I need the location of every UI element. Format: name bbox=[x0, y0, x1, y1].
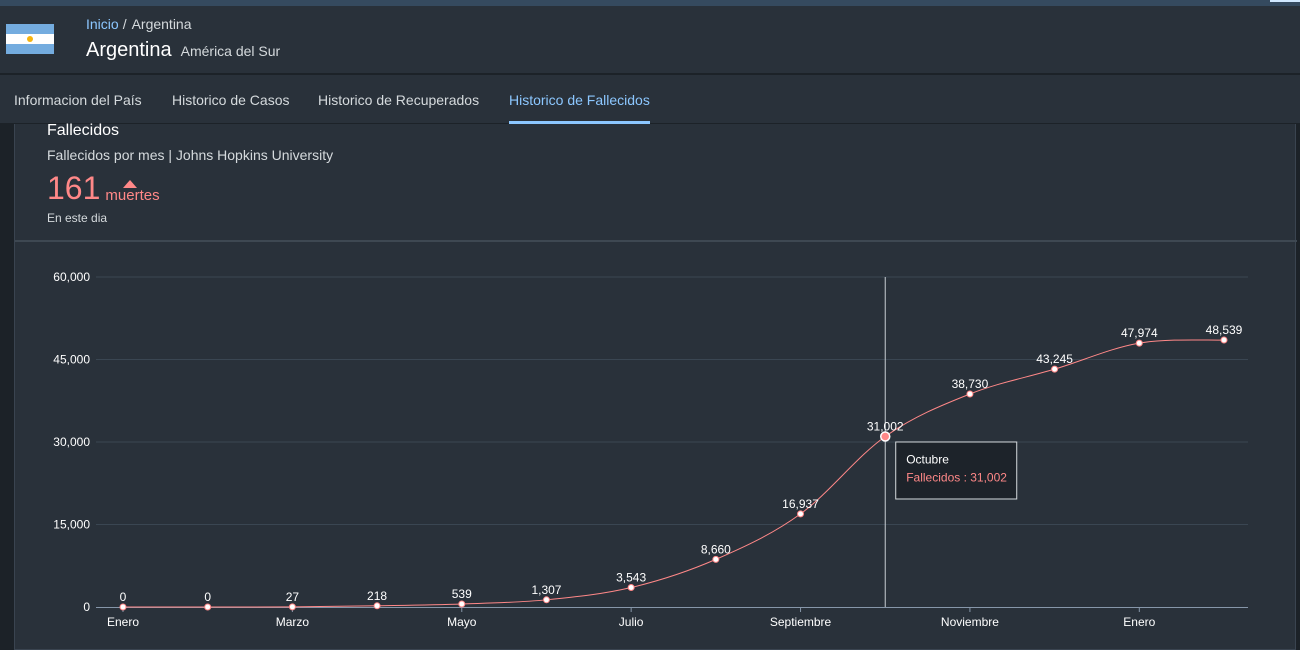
data-point[interactable] bbox=[712, 555, 720, 563]
x-tick-label: Marzo bbox=[276, 615, 310, 629]
x-tick-label: Noviembre bbox=[941, 615, 999, 629]
kpi-caption: En este dia bbox=[47, 211, 108, 225]
data-label: 8,660 bbox=[701, 542, 731, 556]
data-point[interactable] bbox=[879, 431, 891, 442]
tooltip-title: Octubre bbox=[906, 452, 949, 466]
data-point[interactable] bbox=[542, 596, 550, 604]
tooltip-value: Fallecidos : 31,002 bbox=[906, 470, 1007, 484]
tab-informacion-del-pais[interactable]: Informacion del País bbox=[14, 92, 142, 108]
title-row: Argentina América del Sur bbox=[86, 39, 280, 62]
kpi-unit: muertes bbox=[105, 187, 160, 204]
data-label: 43,245 bbox=[1036, 352, 1073, 366]
deaths-card: Fallecidos Fallecidos por mes | Johns Ho… bbox=[14, 122, 1297, 650]
x-tick-label: Enero bbox=[107, 615, 139, 629]
x-tick-label: Mayo bbox=[447, 615, 477, 629]
y-tick-label: 15,000 bbox=[53, 518, 90, 532]
breadcrumb-separator: / bbox=[122, 16, 127, 32]
data-label: 38,730 bbox=[952, 377, 989, 391]
data-point[interactable] bbox=[966, 390, 974, 398]
argentina-flag-icon bbox=[6, 24, 54, 54]
data-point[interactable] bbox=[204, 603, 212, 611]
data-point[interactable] bbox=[288, 603, 296, 611]
card-subtitle: Fallecidos por mes | Johns Hopkins Unive… bbox=[47, 147, 334, 163]
data-label: 0 bbox=[120, 590, 127, 604]
kpi-value: 161 bbox=[47, 170, 101, 206]
data-point[interactable] bbox=[373, 602, 381, 610]
y-tick-label: 45,000 bbox=[53, 353, 90, 367]
data-label: 539 bbox=[452, 587, 472, 601]
top-bar-accent bbox=[1270, 0, 1300, 2]
breadcrumb-current: Argentina bbox=[131, 16, 192, 32]
data-point[interactable] bbox=[1135, 339, 1143, 347]
data-label: 1,307 bbox=[531, 583, 561, 597]
tab-historico-de-fallecidos[interactable]: Historico de Fallecidos bbox=[509, 75, 650, 124]
data-label: 218 bbox=[367, 589, 387, 603]
data-point[interactable] bbox=[797, 510, 805, 518]
chart-tooltip: Octubre Fallecidos : 31,002 bbox=[895, 441, 1018, 500]
chart-axes: 0 15,000 30,000 45,000 60,000 Enero Marzo Mayo J… bbox=[53, 270, 1248, 629]
data-point[interactable] bbox=[627, 584, 635, 592]
chart-gridlines bbox=[96, 276, 1248, 525]
data-label: 3,543 bbox=[616, 571, 646, 585]
up-triangle-icon bbox=[123, 180, 137, 188]
x-tick-label: Enero bbox=[1123, 615, 1155, 629]
tab-historico-de-casos[interactable]: Historico de Casos bbox=[172, 92, 290, 108]
data-point[interactable] bbox=[119, 603, 127, 611]
tooltip-box bbox=[895, 441, 1018, 500]
data-label: 31,002 bbox=[867, 419, 904, 433]
x-tick-label: Septiembre bbox=[770, 615, 832, 629]
page-subtitle-region: América del Sur bbox=[180, 43, 281, 59]
x-tick-label: Julio bbox=[619, 615, 644, 629]
data-label: 48,539 bbox=[1206, 323, 1243, 337]
series-line-fallecidos bbox=[122, 339, 1225, 608]
top-bar bbox=[0, 0, 1300, 6]
breadcrumb: Inicio / Argentina bbox=[86, 16, 192, 32]
y-tick-label: 60,000 bbox=[53, 270, 90, 284]
data-point[interactable] bbox=[458, 600, 466, 608]
kpi: 161 muertes bbox=[47, 170, 160, 206]
data-label: 0 bbox=[204, 590, 211, 604]
page-header: Inicio / Argentina Argentina América del S… bbox=[0, 6, 1300, 74]
y-tick-label: 30,000 bbox=[53, 435, 90, 449]
breadcrumb-home-link[interactable]: Inicio bbox=[86, 16, 119, 32]
data-point[interactable] bbox=[1220, 336, 1228, 344]
data-point[interactable] bbox=[1051, 365, 1059, 373]
card-title: Fallecidos bbox=[47, 122, 120, 139]
data-label: 27 bbox=[286, 590, 300, 604]
data-label: 47,974 bbox=[1121, 326, 1158, 340]
y-tick-label: 0 bbox=[83, 600, 90, 614]
chart-points bbox=[119, 336, 1228, 611]
page-title: Argentina bbox=[86, 39, 172, 61]
tab-historico-de-recuperados[interactable]: Historico de Recuperados bbox=[318, 92, 480, 108]
data-label: 16,937 bbox=[782, 497, 819, 511]
chart-data-labels: 0 0 27 218 539 1,307 3,543 8,660 16,937 31,002 38,… bbox=[120, 323, 1243, 604]
card-divider bbox=[15, 240, 1297, 242]
tab-bar: Informacion del País Historico de Casos … bbox=[0, 75, 1300, 124]
